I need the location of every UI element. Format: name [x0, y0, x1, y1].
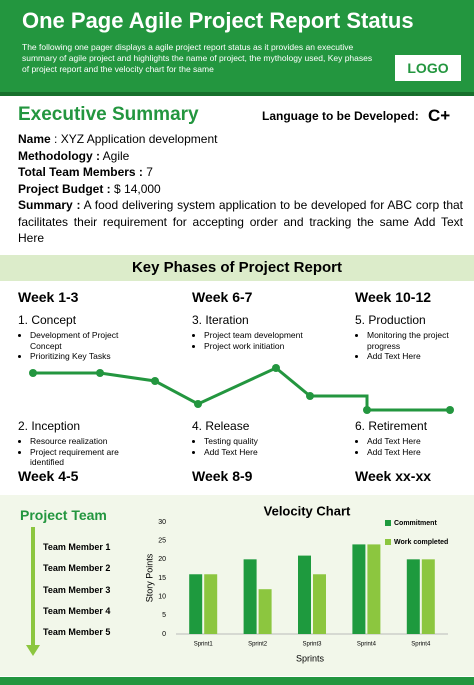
bullet: Development of Project Concept	[30, 330, 145, 351]
legend-label: Commitment	[394, 520, 437, 527]
bullet: Add Text Here	[367, 436, 474, 447]
timeline-dots	[29, 364, 454, 414]
bullet: Resource realization	[30, 436, 145, 447]
phase-name: 1. Concept	[18, 313, 77, 327]
bar	[189, 574, 203, 634]
team-member: Team Member 3	[43, 584, 111, 595]
phase-name: 2. Inception	[18, 419, 81, 433]
field: Summary : A food delivering system appli…	[18, 197, 463, 247]
phase-name: 3. Iteration	[192, 313, 249, 327]
header	[0, 0, 474, 96]
bar	[313, 574, 326, 634]
field: Total Team Members : 7	[18, 164, 463, 181]
language-label: Language to be Developed:	[262, 109, 419, 123]
team-member: Team Member 2	[43, 563, 111, 574]
field: Methodology : Agile	[18, 148, 463, 165]
x-tick-label: Sprint1	[194, 642, 214, 648]
bullet: Monitoring the project progress	[367, 330, 474, 351]
bullet: Add Text Here	[204, 447, 319, 458]
x-axis-label: Sprints	[296, 653, 325, 663]
bullets: Resource realizationProject requirement …	[18, 436, 145, 468]
field-value: : XYZ Application development	[54, 132, 218, 146]
y-tick-label: 25	[158, 538, 166, 545]
week: Week 8-9	[192, 468, 253, 484]
bar	[352, 544, 366, 634]
legend-swatch	[385, 520, 391, 526]
phases-title: Key Phases of Project Report	[0, 255, 474, 281]
field-label: Total Team Members :	[18, 165, 143, 179]
legend-label: Work completed	[394, 539, 448, 546]
y-tick-label: 10	[158, 594, 166, 601]
title: One Page Agile Project Report Status	[22, 8, 414, 33]
field-label: Summary :	[18, 198, 81, 212]
field-value: A food delivering system application to …	[18, 198, 463, 245]
week: Week 1-3	[18, 289, 79, 305]
bar	[367, 544, 381, 634]
legend-swatch	[385, 539, 391, 545]
summary-fields: Name : XYZ Application development Method…	[18, 131, 463, 247]
team-title: Project Team	[20, 507, 107, 523]
field-label: Methodology :	[18, 148, 100, 163]
week: Week xx-xx	[355, 468, 432, 484]
bullets: Add Text HereAdd Text Here	[355, 436, 474, 457]
logo: LOGO	[395, 55, 461, 81]
field-label: Project Budget :	[18, 181, 111, 196]
team-member: Team Member 5	[43, 627, 111, 638]
team-member: Team Member 4	[43, 605, 111, 616]
bar	[298, 555, 311, 634]
y-tick-label: 5	[162, 612, 166, 619]
phase-name: 4. Release	[192, 419, 250, 433]
field-label: Name	[18, 132, 51, 146]
bar	[406, 559, 420, 634]
week: Week 4-5	[18, 468, 79, 484]
section-title: Executive Summary	[18, 104, 199, 125]
bullets: Development of Project ConceptPrioritizi…	[18, 330, 145, 362]
bullet: Add Text Here	[367, 351, 474, 362]
y-tick-label: 0	[162, 631, 166, 638]
bullets: Project team developmentProject work ini…	[192, 330, 319, 351]
phase-name: 6. Retirement	[355, 419, 428, 433]
description: The following one pager displays a agile…	[22, 42, 373, 74]
chart-title: Velocity Chart	[264, 503, 351, 518]
x-tick-label: Sprint2	[248, 642, 268, 648]
phase-name: 5. Production	[355, 313, 426, 327]
y-tick-label: 15	[158, 575, 166, 582]
field-value: 7	[146, 165, 153, 179]
x-tick-label: Sprint4	[411, 642, 431, 648]
bullet: Project team development	[204, 330, 319, 341]
language: C+	[428, 106, 451, 125]
bar	[243, 559, 257, 634]
x-tick-label: Sprint3	[302, 642, 322, 648]
week: Week 10-12	[355, 289, 432, 305]
field-value: $ 14,000	[114, 181, 161, 196]
footer-bar	[0, 677, 474, 685]
x-tick-label: Sprint4	[357, 642, 377, 648]
bullets: Monitoring the project progressAdd Text …	[355, 330, 474, 362]
bullet: Add Text Here	[367, 447, 474, 458]
y-tick-label: 30	[158, 519, 166, 526]
bullets: Testing qualityAdd Text Here	[192, 436, 319, 457]
bullet: Project requirement are identified	[30, 447, 145, 468]
field: Project Budget : $ 14,000	[18, 181, 463, 198]
bar	[204, 574, 218, 634]
bottom-panel	[0, 495, 474, 676]
field-value: Agile	[102, 148, 130, 163]
bullet: Project work initiation	[204, 341, 319, 352]
bullet: Prioritizing Key Tasks	[30, 351, 145, 362]
bar	[421, 559, 435, 634]
field: Name : XYZ Application development	[18, 131, 463, 148]
y-tick-label: 20	[158, 556, 166, 563]
team-member: Team Member 1	[43, 542, 111, 552]
week: Week 6-7	[192, 289, 253, 305]
bar	[258, 589, 272, 634]
bullet: Testing quality	[204, 436, 319, 447]
y-axis-label: Story Points	[144, 553, 154, 602]
